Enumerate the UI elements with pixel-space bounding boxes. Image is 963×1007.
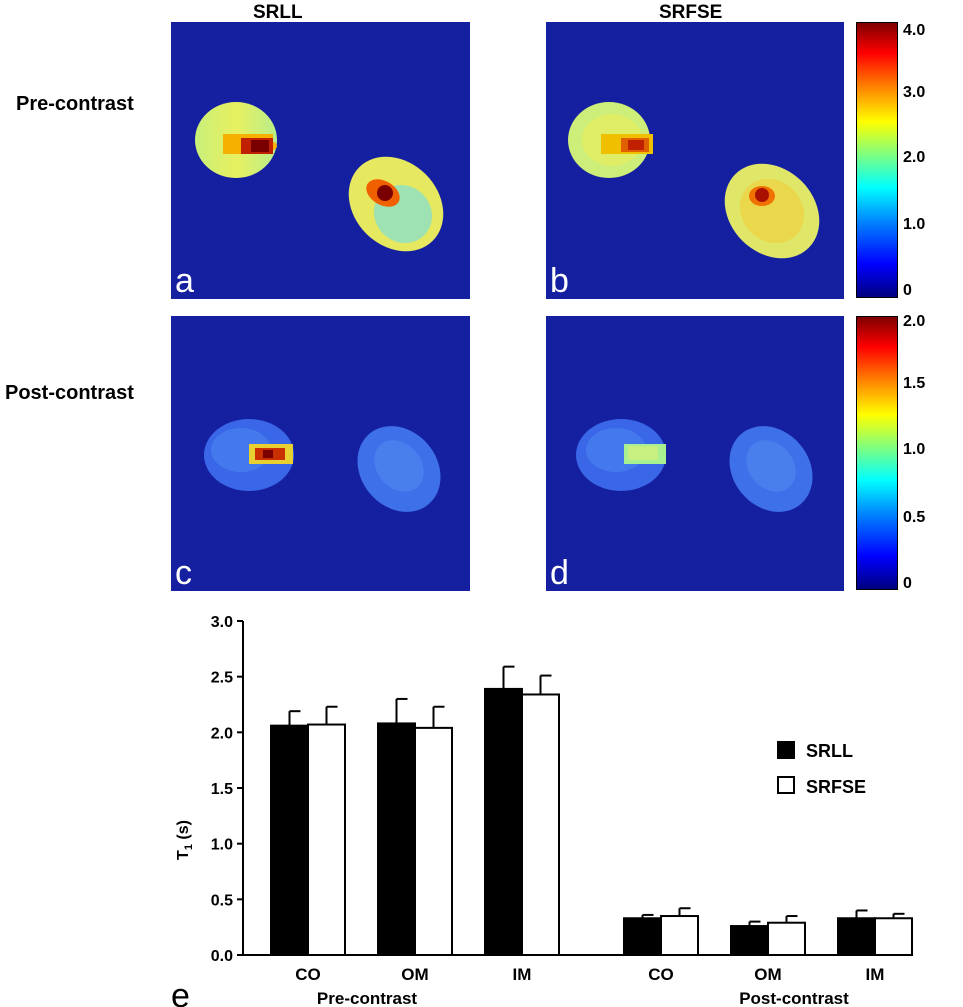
y-tick-label: 0.0 xyxy=(211,948,233,965)
t1-map-panel-b: b xyxy=(546,22,844,299)
y-tick-label: 3.0 xyxy=(211,614,233,631)
panel-letter-a: a xyxy=(175,262,194,299)
panel-letter-b: b xyxy=(550,262,569,299)
x-category-label: OM xyxy=(754,965,781,984)
colorbar-pre-tick-label: 1.0 xyxy=(903,216,926,233)
colorbar-pre-tick-label: 2.0 xyxy=(903,149,926,166)
colorbar-pre-tick-label: 0 xyxy=(903,282,912,299)
y-tick-label: 1.0 xyxy=(211,837,233,854)
panel-letter-c: c xyxy=(175,554,192,591)
group-label-post-contrast: Post-contrast xyxy=(739,989,849,1007)
t1-map-image-d xyxy=(576,419,813,512)
column-title-srll: SRLL xyxy=(253,2,303,23)
row-title-pre-contrast: Pre-contrast xyxy=(16,93,134,115)
column-title-srfse: SRFSE xyxy=(659,2,723,23)
colorbar-post-tick-label: 1.5 xyxy=(903,375,926,392)
y-tick-label: 2.0 xyxy=(211,725,233,742)
colorbar-post-tick-label: 2.0 xyxy=(903,313,926,330)
colorbar-pre-tick-label: 3.0 xyxy=(903,84,926,101)
colorbar-post-tick-label: 0 xyxy=(903,575,912,592)
legend-swatch-srll xyxy=(777,741,795,759)
bar-srll-co xyxy=(623,917,662,957)
panel-letter-d: d xyxy=(550,554,569,591)
t1-map-panel-a: a xyxy=(171,22,470,299)
colorbar-post-tick-label: 0.5 xyxy=(903,509,926,526)
colorbar-post xyxy=(856,316,898,590)
y-tick-label: 0.5 xyxy=(211,892,233,909)
bar-srll-co xyxy=(270,724,309,956)
t1-map-image-a xyxy=(195,102,444,252)
row-title-post-contrast: Post-contrast xyxy=(5,382,134,404)
legend-label-srll: SRLL xyxy=(806,741,853,761)
bar-srll-im xyxy=(484,687,523,956)
legend-swatch-srfse xyxy=(777,776,795,794)
bar-srfse-im xyxy=(874,917,913,957)
y-tick-label: 2.5 xyxy=(211,670,233,687)
bar-srll-im xyxy=(837,917,876,957)
y-axis-label: T1 (s) xyxy=(175,820,195,860)
legend-label-srfse: SRFSE xyxy=(806,777,866,797)
colorbar-pre-tick-label: 4.0 xyxy=(903,22,926,39)
panel-letter-e: e xyxy=(171,977,190,1007)
bar-srfse-co xyxy=(660,915,699,956)
x-category-label: OM xyxy=(401,965,428,984)
x-category-label: CO xyxy=(295,965,321,984)
bar-srll-om xyxy=(730,925,769,957)
bar-srfse-co xyxy=(307,723,346,957)
bar-srfse-im xyxy=(521,693,560,956)
x-category-label: CO xyxy=(648,965,674,984)
group-label-pre-contrast: Pre-contrast xyxy=(317,989,417,1007)
x-category-label: IM xyxy=(513,965,532,984)
colorbar-post-tick-label: 1.0 xyxy=(903,441,926,458)
colorbar-pre xyxy=(856,22,898,298)
t1-map-image-b xyxy=(568,102,820,259)
bar-srll-om xyxy=(377,722,416,956)
t1-map-panel-c: c xyxy=(171,316,470,591)
y-tick-label: 1.5 xyxy=(211,781,233,798)
t1-map-panel-d: d xyxy=(546,316,844,591)
t1-map-image-c xyxy=(204,419,441,512)
bar-srfse-om xyxy=(414,726,453,956)
t1-bar-chart: 0.0 0.5 1.0 1.5 2.0 2.5 3.0 CO OM IM CO OM IM T1 (s… xyxy=(171,614,913,1007)
bar-srfse-om xyxy=(767,921,806,957)
x-category-label: IM xyxy=(866,965,885,984)
